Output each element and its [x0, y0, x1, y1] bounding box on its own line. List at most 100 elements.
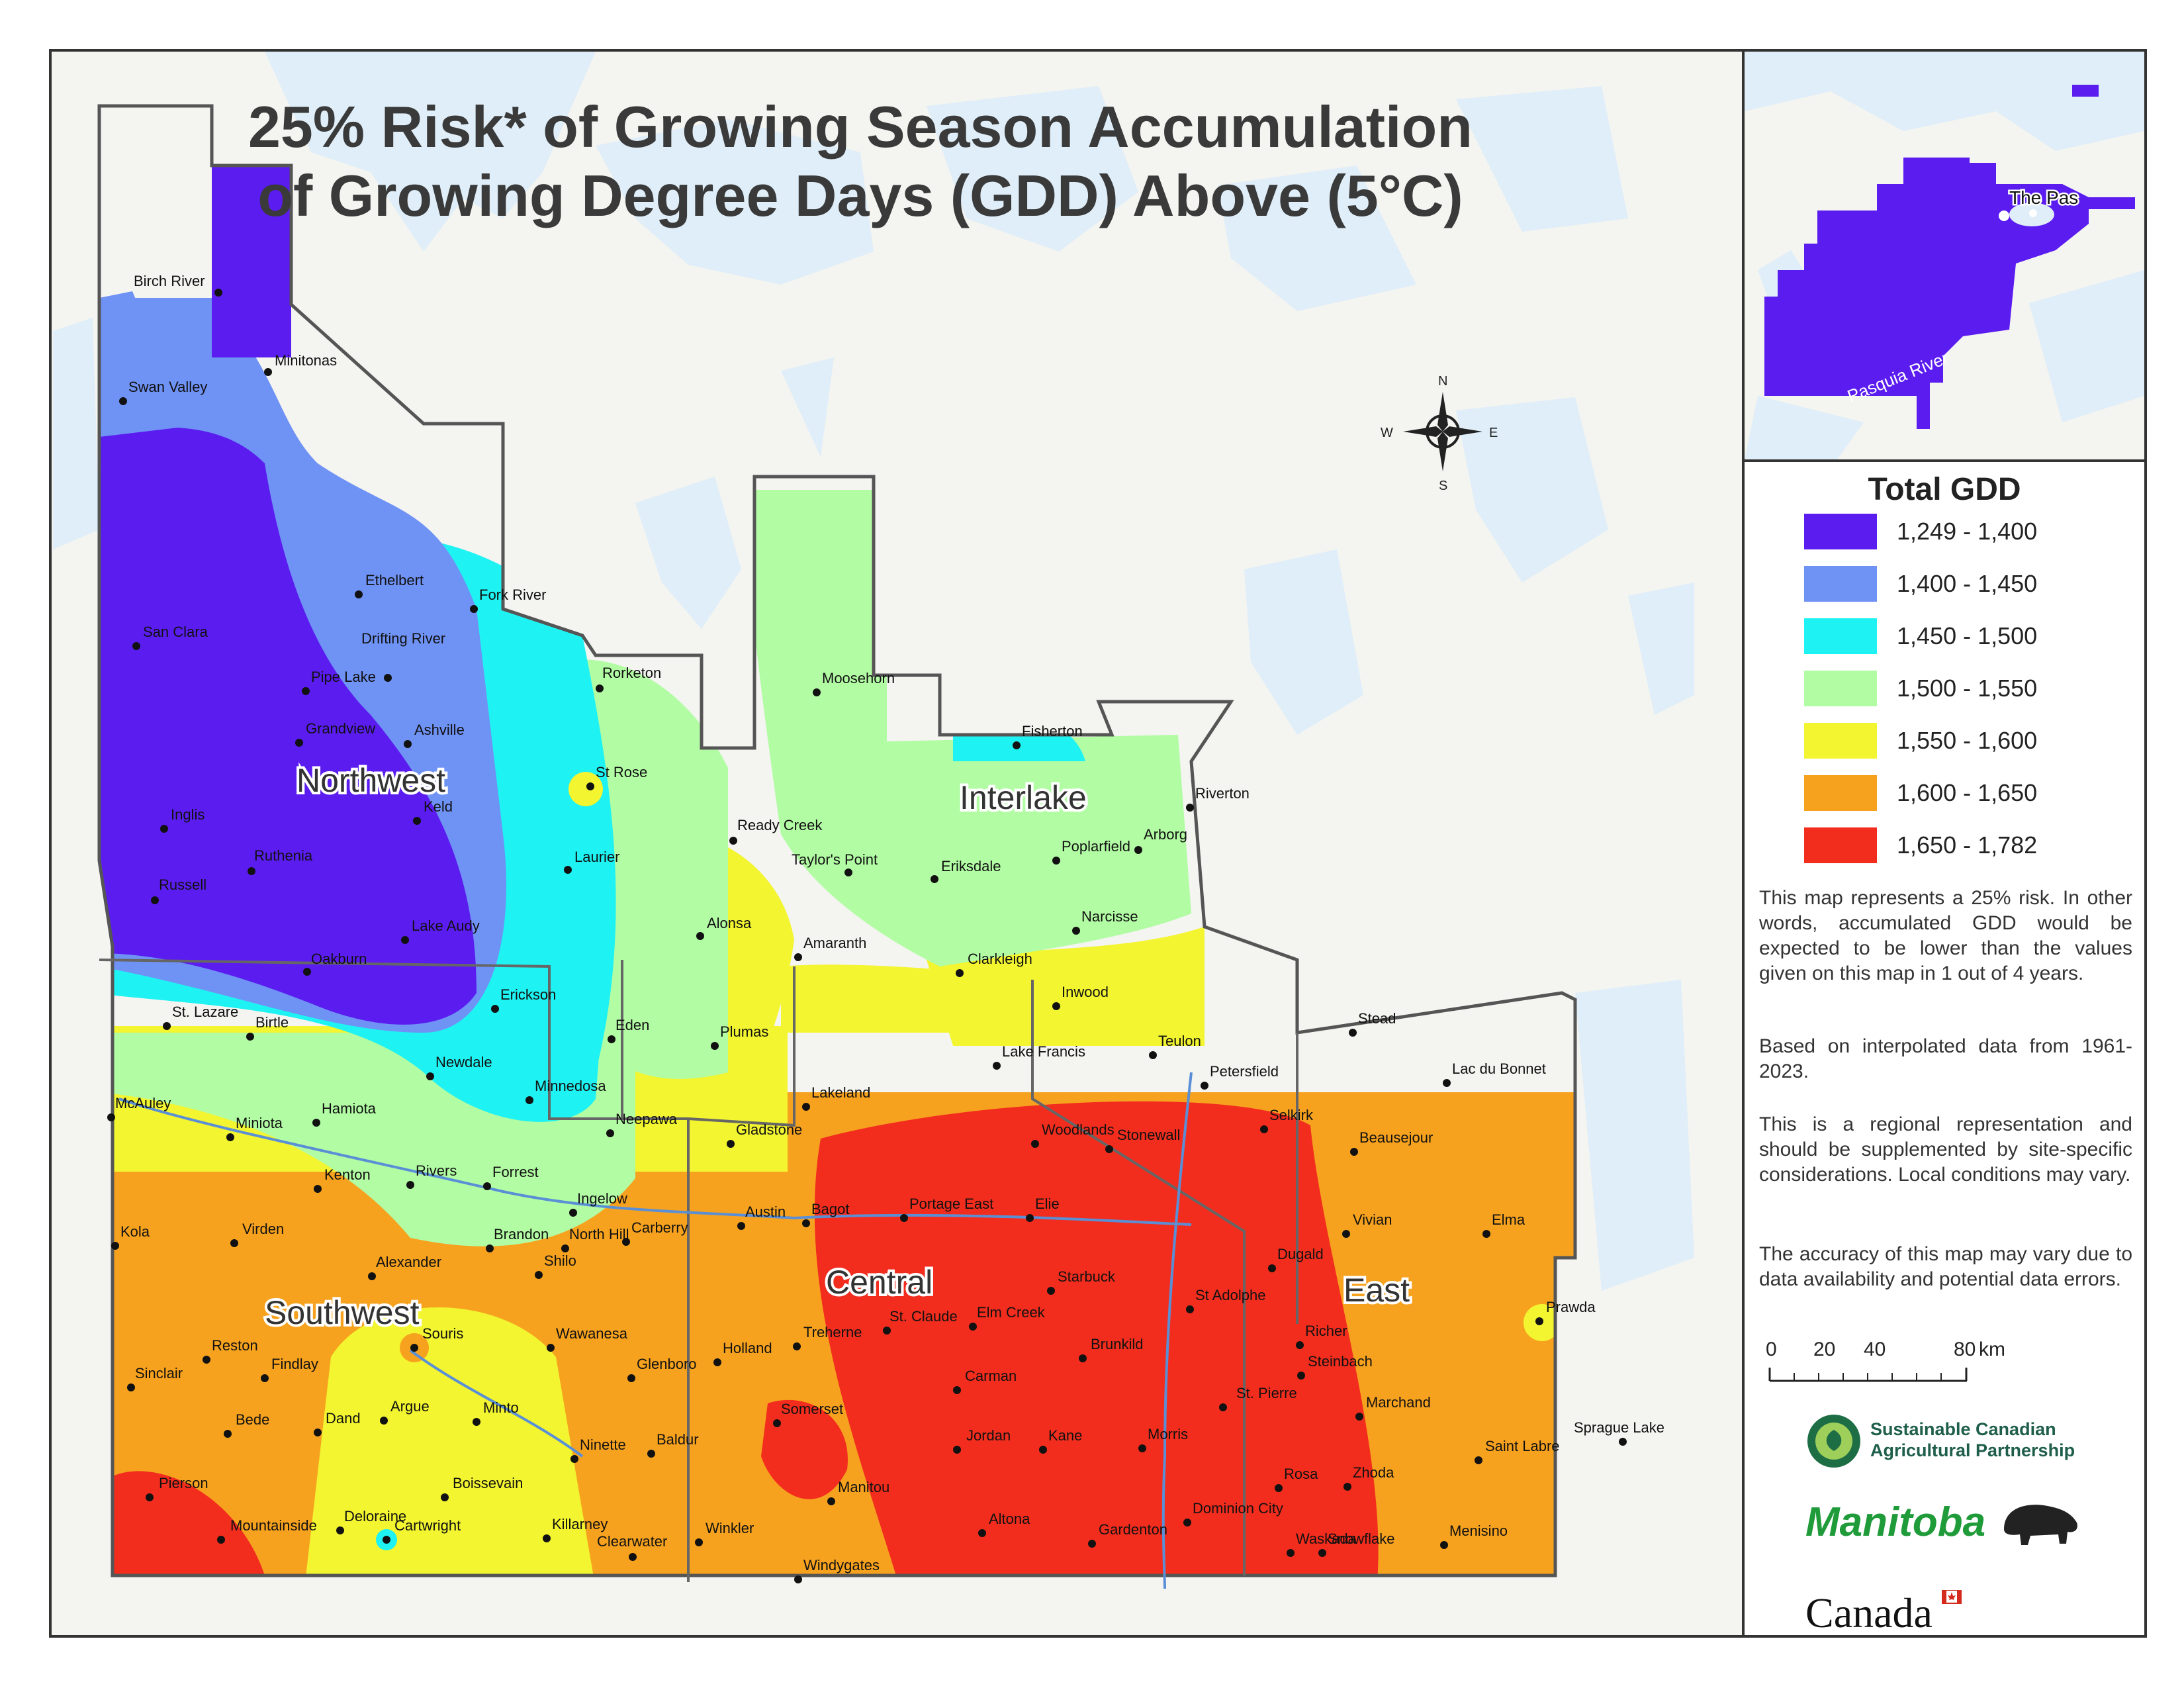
city-label: Virden [242, 1221, 284, 1237]
legend-label: 1,450 - 1,500 [1897, 622, 2038, 649]
city-label: Boissevain [453, 1475, 523, 1491]
city-marker: Kane [1039, 1427, 1082, 1454]
compass-e: E [1489, 426, 1498, 440]
city-dot [793, 1342, 801, 1350]
city-marker: Treherne [793, 1324, 862, 1350]
city-marker: Woodlands [1031, 1121, 1115, 1148]
canada-flag-icon [1942, 1590, 1962, 1604]
city-dot [1183, 1519, 1191, 1526]
city-label: Vivian [1353, 1211, 1392, 1228]
city-label: Alexander [376, 1254, 441, 1270]
city-dot [802, 1103, 810, 1111]
city-label: North Hill [569, 1226, 629, 1243]
city-label: Menisino [1449, 1523, 1508, 1539]
city-marker: Austin [737, 1203, 786, 1230]
city-dot [404, 740, 412, 748]
city-label: St. Lazare [172, 1004, 238, 1020]
city-dot [1297, 1372, 1305, 1380]
city-label: Minto [483, 1399, 519, 1416]
city-marker: Bagot [802, 1201, 850, 1227]
city-dot [111, 1242, 119, 1250]
city-marker: McAuley [107, 1095, 171, 1121]
city-dot [384, 674, 392, 682]
region-labels: Northwest Interlake Southwest Central Ea… [262, 759, 1412, 1334]
city-label: Ethelbert [365, 572, 424, 588]
city-marker: Steinbach [1297, 1353, 1373, 1380]
city-label: Clarkleigh [968, 951, 1032, 967]
city-dot [401, 936, 409, 944]
city-label: Teulon [1158, 1033, 1201, 1049]
city-marker: Starbuck [1047, 1268, 1116, 1295]
city-marker: Holland [713, 1340, 772, 1366]
inset-map: The Pas Pasquia River [1745, 52, 2144, 462]
city-marker: Moosehorn [813, 670, 895, 696]
city-label: Shilo [544, 1252, 576, 1269]
legend-note: The accuracy of this map may vary due to… [1759, 1243, 2132, 1290]
city-dot [1031, 1140, 1039, 1148]
region-label: Northwest [296, 762, 445, 799]
city-label: Glenboro [637, 1356, 697, 1372]
city-label: Birtle [255, 1014, 289, 1031]
city-dot [1186, 804, 1194, 812]
city-label: St. Claude [889, 1308, 958, 1325]
city-marker: Birch River [134, 273, 222, 297]
city-dot [1619, 1438, 1627, 1446]
legend-label: 1,600 - 1,650 [1897, 779, 2038, 806]
city-label: Dand [326, 1410, 361, 1427]
city-marker: Dand [314, 1410, 361, 1436]
city-dot [900, 1214, 908, 1222]
legend-swatch [1804, 566, 1877, 602]
city-label: Ninette [580, 1436, 626, 1453]
city-dot [314, 1429, 322, 1436]
legend-swatch [1804, 775, 1877, 811]
city-marker: Russell [151, 876, 206, 904]
city-dot [737, 1222, 745, 1230]
city-marker: Newdale [426, 1054, 492, 1080]
legend-swatch [1804, 514, 1877, 549]
city-marker: Arborg [1134, 826, 1187, 854]
city-dot [727, 1140, 735, 1148]
city-marker: Teulon [1149, 1033, 1201, 1059]
city-label: Richer [1305, 1323, 1347, 1339]
city-marker: Gardenton [1088, 1521, 1167, 1548]
region-label: Central [826, 1264, 933, 1301]
city-label: Stead [1358, 1010, 1396, 1027]
city-dot [303, 968, 311, 976]
city-label: Selkirk [1269, 1107, 1314, 1123]
city-dot [978, 1529, 986, 1537]
map-title-line2: of Growing Degree Days (GDD) Above (5°C) [257, 163, 1463, 228]
city-dot [224, 1430, 232, 1438]
city-marker: Portage East [900, 1196, 993, 1222]
city-label: Birch River [134, 273, 205, 289]
city-label: Winkler [705, 1520, 754, 1536]
city-dot [368, 1272, 376, 1280]
city-label: Oakburn [311, 951, 367, 967]
city-dot [146, 1493, 154, 1501]
city-marker: Birtle [246, 1014, 289, 1041]
city-dot [813, 688, 821, 696]
city-label: Kenton [324, 1166, 371, 1183]
city-dot [1105, 1145, 1113, 1153]
city-label: Fork River [479, 586, 546, 603]
city-label: Arborg [1144, 826, 1187, 843]
city-dot [564, 866, 572, 874]
city-dot [410, 1344, 418, 1352]
city-dot [713, 1358, 721, 1366]
legend-label: 1,500 - 1,550 [1897, 675, 2038, 702]
city-label: Starbuck [1058, 1268, 1116, 1285]
city-marker: Grandview [295, 720, 375, 747]
city-marker: Erickson [491, 986, 556, 1013]
city-label: Pipe Lake [311, 669, 376, 685]
city-dot [1535, 1317, 1543, 1325]
city-label: Lakeland [811, 1084, 870, 1101]
city-marker: Ninette [570, 1436, 626, 1463]
legend-label: 1,249 - 1,400 [1897, 518, 2038, 545]
city-dot [1343, 1483, 1351, 1491]
city-label: Rorketon [602, 665, 661, 681]
city-marker: Saint Labre [1475, 1438, 1560, 1464]
city-label: Moosehorn [822, 670, 895, 686]
city-label: Sprague Lake [1574, 1419, 1664, 1436]
city-dot [336, 1526, 344, 1534]
city-marker: Morris [1138, 1426, 1188, 1452]
city-dot [953, 1386, 961, 1394]
